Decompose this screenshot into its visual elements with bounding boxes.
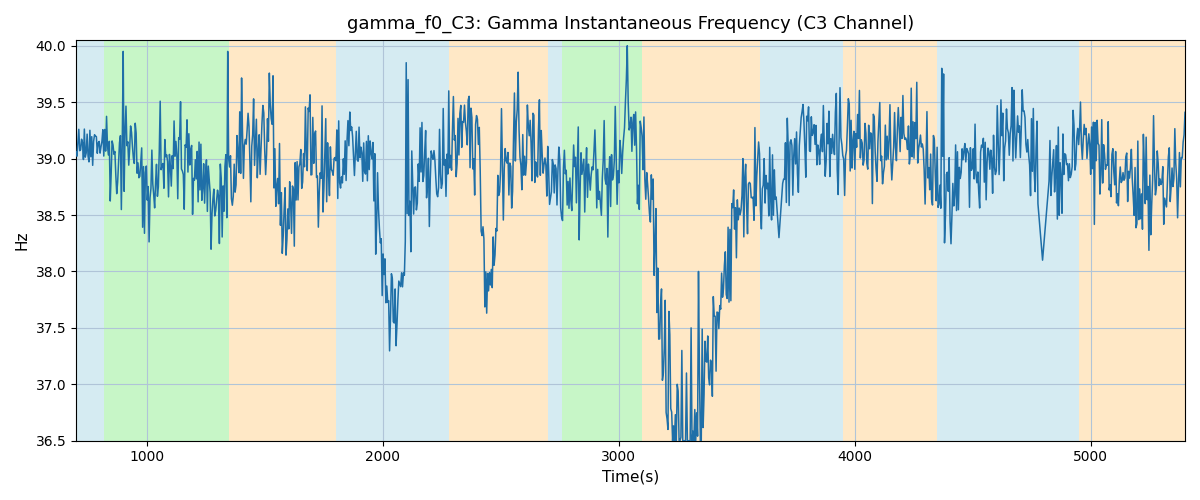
Bar [1079, 40, 1186, 440]
Title: gamma_f0_C3: Gamma Instantaneous Frequency (C3 Channel): gamma_f0_C3: Gamma Instantaneous Frequen… [347, 15, 914, 34]
Bar [842, 40, 937, 440]
Bar [76, 40, 104, 440]
Bar [449, 40, 548, 440]
Bar [761, 40, 842, 440]
Bar [229, 40, 336, 440]
Bar [937, 40, 1079, 440]
Y-axis label: Hz: Hz [14, 230, 30, 250]
Bar [336, 40, 449, 440]
Bar [642, 40, 761, 440]
X-axis label: Time(s): Time(s) [602, 470, 659, 485]
Bar [548, 40, 562, 440]
Bar [104, 40, 229, 440]
Bar [562, 40, 642, 440]
